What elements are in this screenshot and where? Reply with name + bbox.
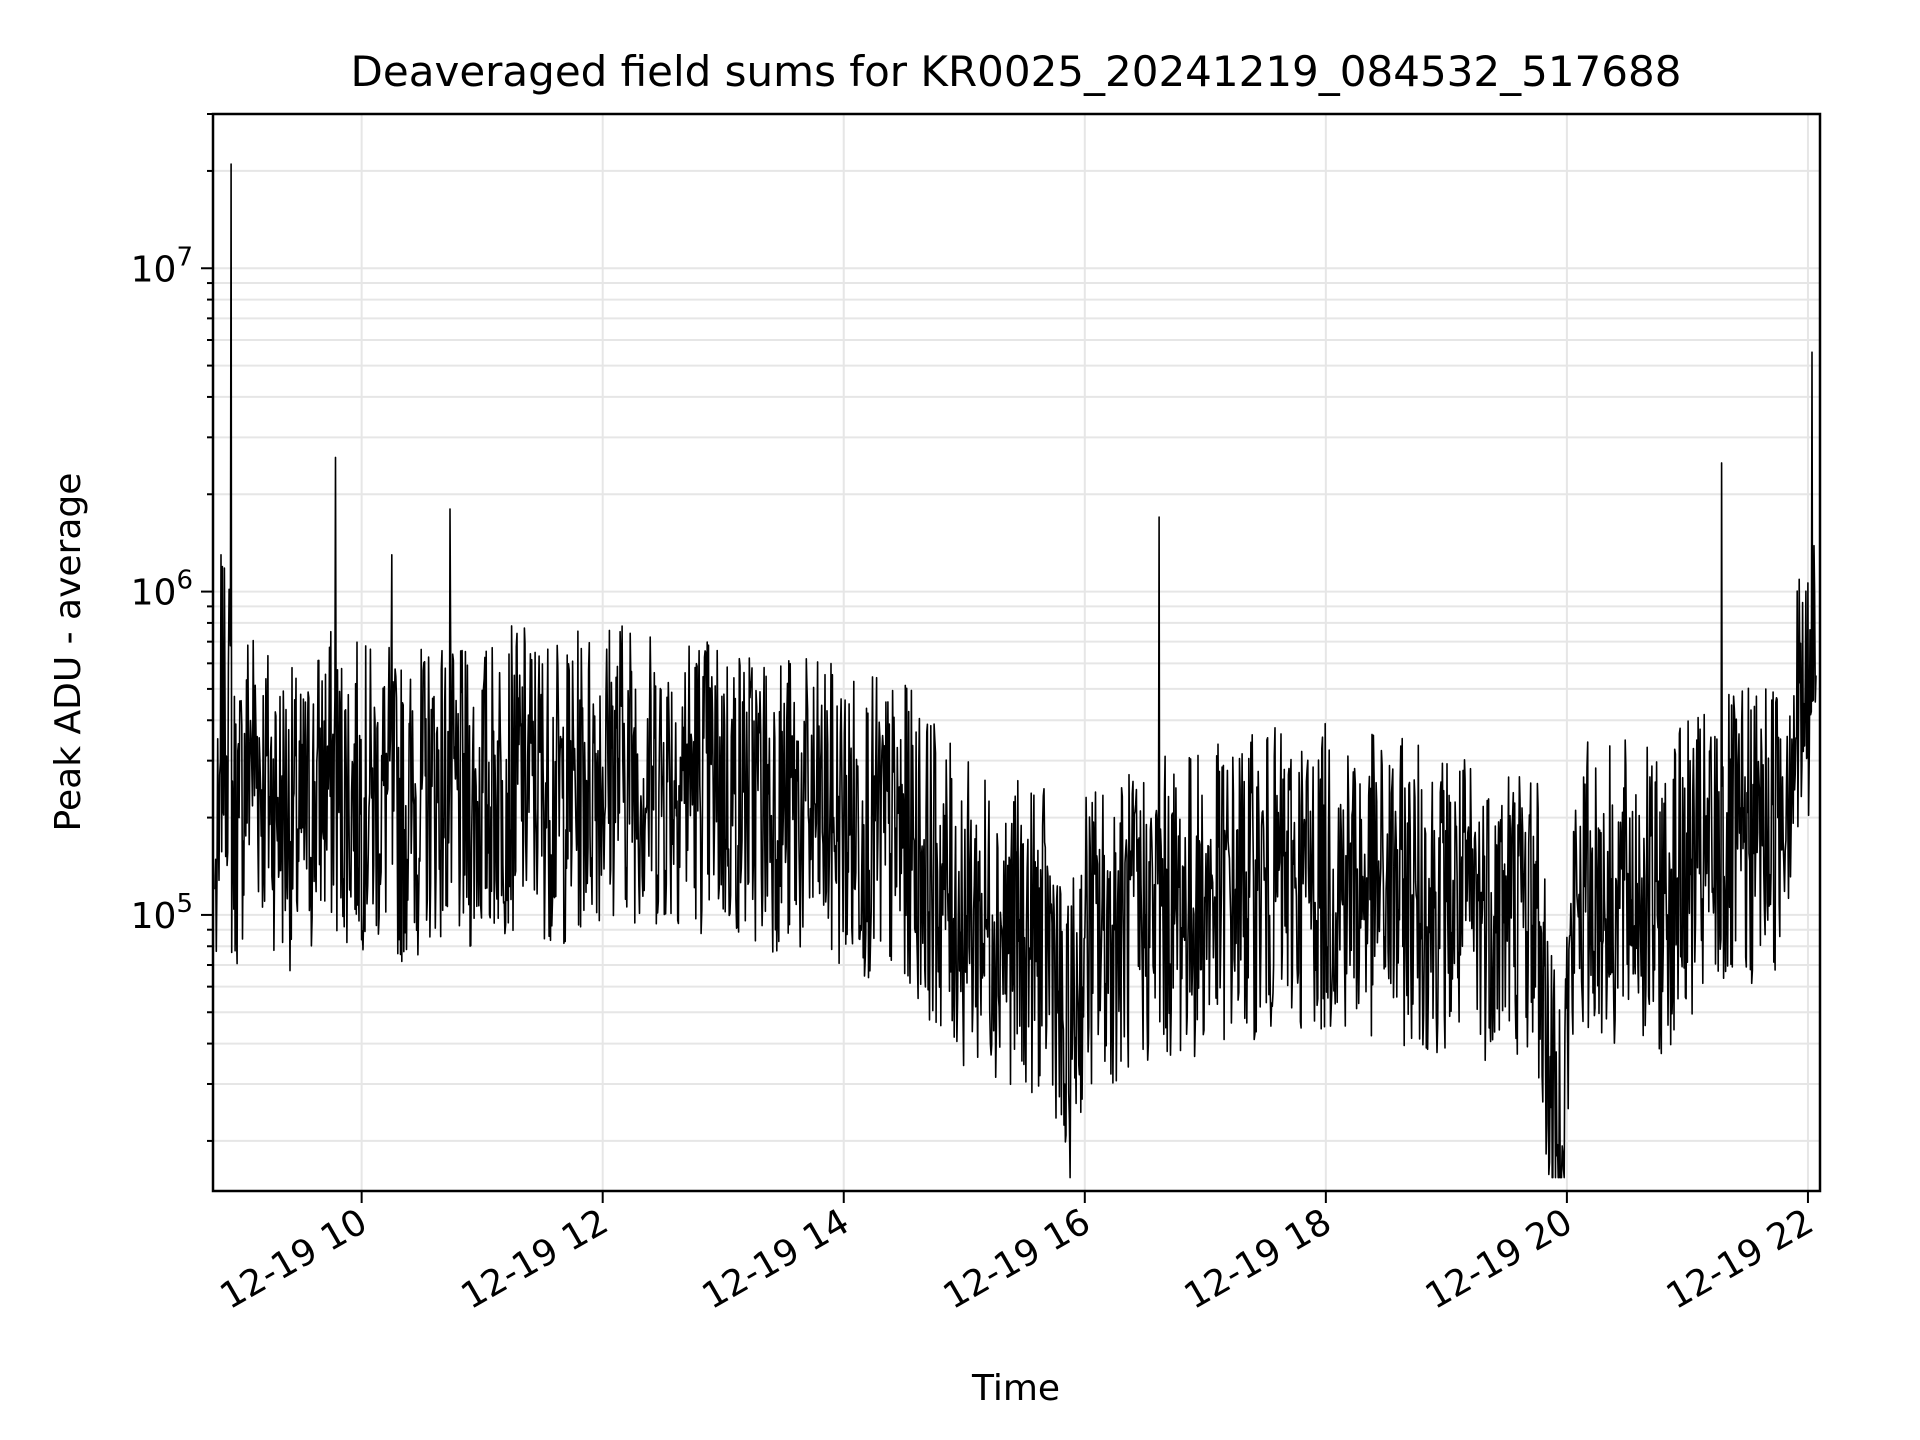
x-tick-label: 12-19 14 — [696, 1201, 857, 1317]
x-tick-label: 12-19 16 — [937, 1201, 1098, 1317]
x-tick-label: 12-19 12 — [455, 1201, 616, 1317]
y-tick-label: 107 — [131, 242, 193, 290]
y-axis: 105 106 107 — [131, 113, 213, 1142]
plot-frame — [211, 112, 1822, 1193]
series-line — [214, 163, 1817, 1179]
x-tick-label: 12-19 18 — [1178, 1201, 1339, 1317]
chart-title: Deaveraged field sums for KR0025_2024121… — [351, 47, 1682, 96]
x-tick-label: 12-19 22 — [1660, 1201, 1821, 1317]
y-tick-label: 105 — [131, 889, 193, 937]
x-tick-label: 12-19 20 — [1419, 1201, 1580, 1317]
y-axis-label: Peak ADU - average — [48, 473, 89, 832]
x-tick-label: 12-19 10 — [213, 1201, 374, 1317]
y-tick-label: 106 — [131, 566, 193, 614]
x-axis: 12-19 10 12-19 12 12-19 14 12-19 16 12-19 18… — [213, 1191, 1820, 1318]
x-axis-label: Time — [971, 1368, 1060, 1409]
